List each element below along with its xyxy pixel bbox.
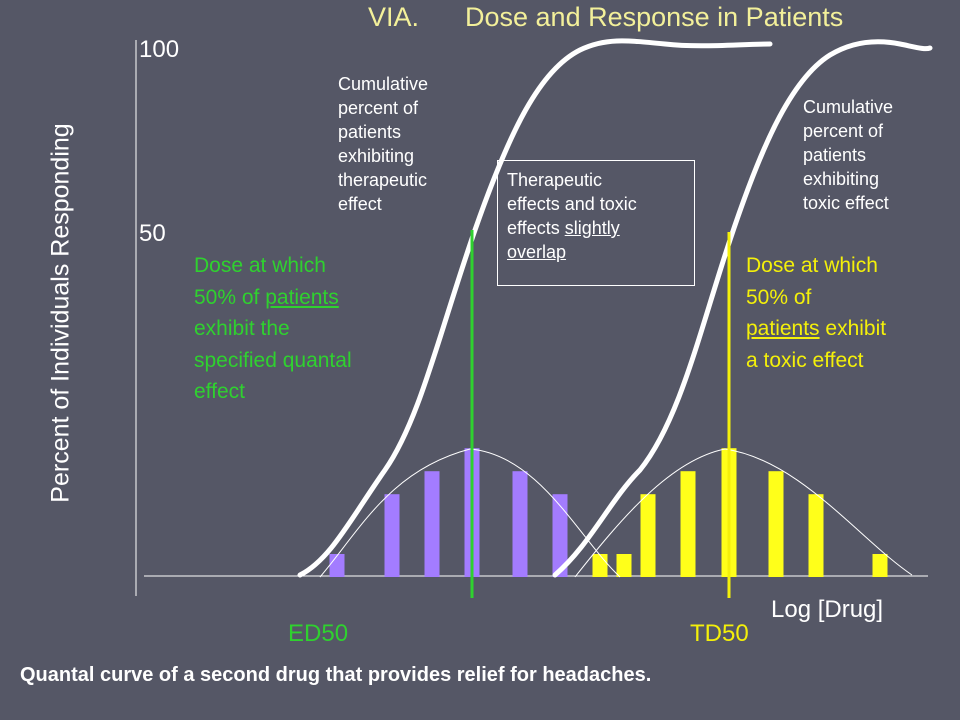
overlap-note-line: effects slightly	[507, 216, 694, 240]
td50-note-line: Dose at which	[746, 254, 878, 277]
td50-note-text: exhibit	[819, 317, 887, 340]
toxic-distribution-curve	[574, 448, 913, 578]
overlap-note-box: Therapeutic effects and toxic effects sl…	[497, 160, 695, 286]
ed50-note-emphasis: patients	[265, 285, 339, 309]
toxic-bar	[616, 554, 632, 577]
slide-number: VIA.	[368, 2, 420, 32]
td50-note-line: patients exhibit	[746, 313, 886, 345]
toxic-bar	[640, 494, 656, 577]
overlap-note-line: Therapeutic	[507, 170, 603, 190]
toxic-bar	[592, 554, 608, 577]
therapeutic-bar	[329, 554, 345, 577]
td50-note-emphasis: patients	[746, 317, 820, 340]
ed50-label: ED50	[288, 620, 349, 647]
toxic-bar	[808, 494, 824, 577]
ed50-note-line: exhibit the	[194, 317, 290, 340]
overlap-note-text: effects	[507, 218, 565, 238]
bars-layer	[329, 448, 888, 577]
ed50-note-line: 50% of patients	[194, 282, 352, 314]
td50-note-line: a toxic effect	[746, 348, 864, 372]
ed50-note: Dose at which 50% of patients exhibit th…	[194, 250, 352, 408]
td50-note-line: 50% of	[746, 285, 812, 309]
td50-label: TD50	[690, 620, 749, 647]
overlap-note-emphasis: overlap	[507, 242, 567, 262]
therapeutic-bar	[552, 494, 568, 577]
therapeutic-bar	[424, 471, 440, 577]
toxic-bar	[680, 471, 696, 577]
slide-title: Dose and Response in Patients	[465, 2, 844, 32]
overlap-note-emphasis: slightly	[564, 218, 620, 238]
y-axis-label: Percent of Individuals Responding	[46, 123, 75, 503]
toxic-bar	[872, 554, 888, 577]
therapeutic-distribution-curve	[319, 448, 621, 578]
toxic-curve-annotation: Cumulative percent of patients exhibitin…	[803, 97, 894, 213]
y-tick-label: 50	[139, 220, 166, 247]
overlap-note-line: effects and toxic	[507, 194, 637, 214]
td50-note: Dose at which 50% of patients exhibit a …	[746, 250, 886, 376]
toxic-bar	[768, 471, 784, 577]
toxic-cumulative-curve	[552, 39, 933, 578]
therapeutic-bar	[512, 471, 528, 577]
therapeutic-bar	[384, 494, 400, 577]
ed50-note-text: 50% of	[194, 285, 266, 309]
therapeutic-cumulative-curve	[297, 38, 773, 578]
ed50-note-line: specified quantal	[194, 348, 352, 372]
therapeutic-curve-annotation: Cumulative percent of patients exhibitin…	[338, 74, 429, 214]
ed50-note-line: Dose at which	[194, 254, 326, 277]
x-axis-label: Log [Drug]	[771, 596, 884, 623]
y-tick-label: 100	[139, 36, 180, 63]
ed50-note-line: effect	[194, 380, 245, 403]
slide-caption: Quantal curve of a second drug that prov…	[20, 664, 652, 686]
